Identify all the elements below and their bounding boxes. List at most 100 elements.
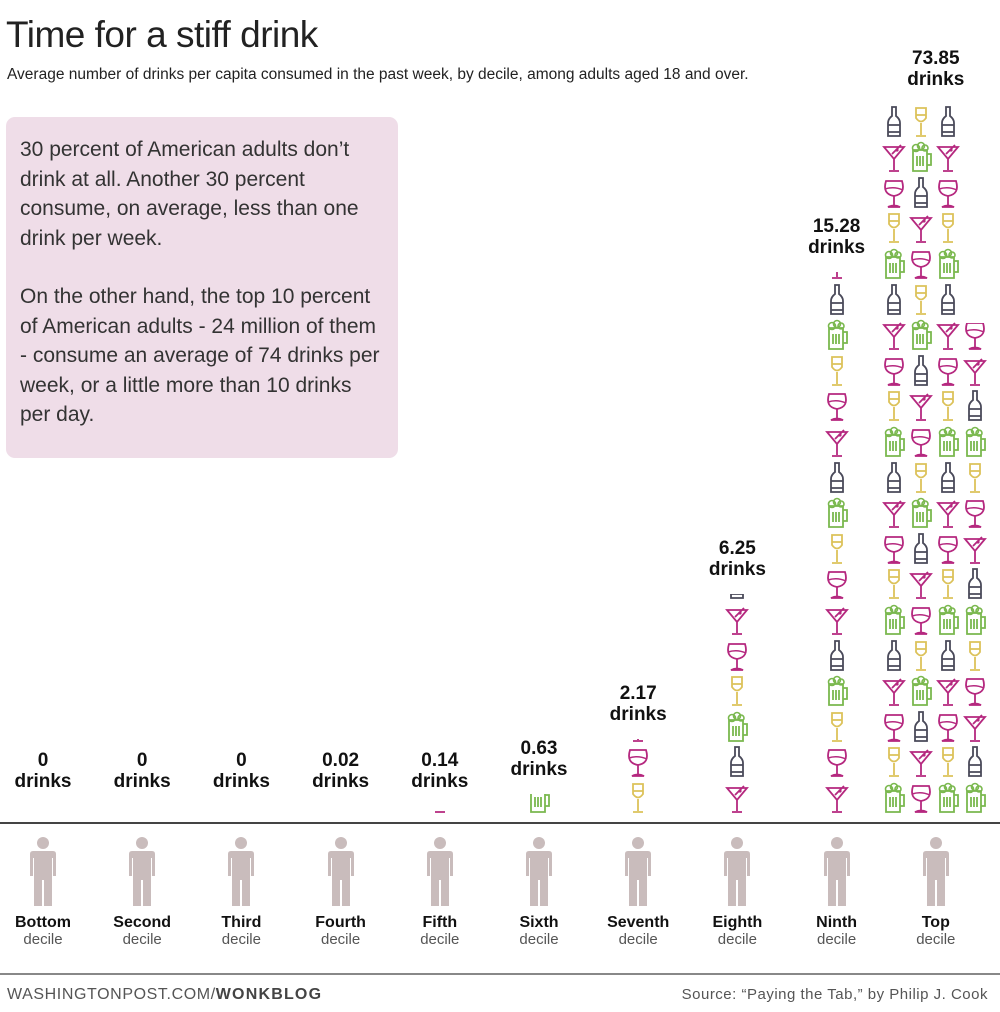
value-label: 0.02 drinks: [286, 750, 396, 792]
person-icon: [326, 836, 356, 906]
wine-glass-icon: [625, 745, 651, 781]
beer-bottle-icon: [908, 175, 934, 211]
beer-bottle-icon: [881, 104, 907, 140]
martini-glass-icon: [908, 745, 934, 781]
white-wine-glass-icon: [935, 745, 961, 781]
value-number: 0: [236, 750, 247, 771]
value-number: 2.17: [619, 682, 657, 704]
beer-bottle-icon: [881, 460, 907, 496]
category-label: Fifth decile: [385, 914, 495, 948]
footer-source: Source: “Paying the Tab,” by Philip J. C…: [681, 986, 988, 1003]
category-name: Ninth: [816, 914, 858, 931]
martini-glass-icon: [881, 140, 907, 176]
value-unit: drinks: [312, 771, 370, 792]
drink-column: [328, 815, 354, 818]
martini-glass-icon: [824, 602, 850, 638]
value-label: 15.28 drinks: [782, 216, 892, 258]
drink-column: [962, 322, 988, 816]
beer-mug-icon: [908, 496, 934, 532]
value-label: 0 drinks: [186, 750, 296, 792]
person-icon: [623, 836, 653, 906]
category-name: Bottom: [15, 914, 71, 931]
category-label: Fourth decile: [286, 914, 396, 948]
beer-mug-icon: [824, 674, 850, 710]
value-unit: drinks: [708, 558, 766, 580]
category-label: Bottom decile: [0, 914, 98, 948]
beer-bottle-icon: [935, 460, 961, 496]
category-sub: decile: [916, 931, 956, 948]
white-wine-glass-icon: [881, 211, 907, 247]
beer-mug-icon: [881, 246, 907, 282]
beer-mug-icon: [935, 780, 961, 816]
white-wine-glass-icon: [881, 745, 907, 781]
martini-glass-icon: [881, 674, 907, 710]
beer-bottle-icon: [824, 638, 850, 674]
drink-column: [724, 593, 750, 816]
martini-glass-icon: [824, 780, 850, 816]
beer-bottle-icon: [935, 104, 961, 140]
martini-glass-icon: [625, 738, 651, 745]
wine-glass-icon: [908, 246, 934, 282]
martini-glass-icon: [724, 602, 750, 638]
white-wine-glass-icon: [935, 389, 961, 425]
beer-mug-icon: [962, 424, 988, 460]
martini-glass-icon: [908, 389, 934, 425]
category-name: Sixth: [519, 914, 559, 931]
wine-glass-icon: [881, 531, 907, 567]
site-name: WASHINGTONPOST.COM/: [7, 986, 216, 1003]
person-icon: [921, 836, 951, 906]
wine-glass-icon: [908, 602, 934, 638]
beer-mug-icon: [881, 602, 907, 638]
value-unit: drinks: [510, 758, 568, 780]
white-wine-glass-icon: [935, 211, 961, 247]
beer-mug-icon: [824, 318, 850, 354]
value-unit: drinks: [609, 703, 667, 725]
martini-glass-icon: [935, 140, 961, 176]
martini-glass-icon: [881, 496, 907, 532]
wine-glass-icon: [935, 353, 961, 389]
category-sub: decile: [320, 931, 361, 948]
value-number: 0: [37, 750, 49, 771]
drink-column: [935, 104, 961, 816]
category-sub: decile: [519, 931, 559, 948]
wine-glass-icon: [908, 424, 934, 460]
white-wine-glass-icon: [908, 638, 934, 674]
person-icon: [822, 836, 852, 906]
martini-glass-icon: [824, 272, 850, 282]
beer-bottle-icon: [881, 638, 907, 674]
person-icon: [425, 836, 455, 906]
wine-glass-icon: [824, 389, 850, 425]
value-label: 0.14 drinks: [385, 750, 495, 792]
martini-glass-icon: [935, 318, 961, 354]
martini-glass-icon: [962, 353, 988, 389]
drink-column: [881, 104, 907, 816]
white-wine-glass-icon: [908, 104, 934, 140]
white-wine-glass-icon: [824, 353, 850, 389]
martini-glass-icon: [935, 496, 961, 532]
beer-mug-icon: [935, 424, 961, 460]
category-name: Third: [221, 914, 262, 931]
category-label: Second decile: [87, 914, 197, 948]
category-label: Third decile: [186, 914, 296, 948]
category-label: Top decile: [881, 914, 991, 948]
beer-mug-icon: [935, 602, 961, 638]
category-sub: decile: [717, 931, 757, 948]
person-icon: [524, 836, 554, 906]
white-wine-glass-icon: [962, 460, 988, 496]
value-label: 73.85 drinks: [881, 48, 991, 90]
wine-glass-icon: [962, 322, 988, 353]
wine-glass-icon: [908, 780, 934, 816]
martini-glass-icon: [328, 815, 354, 818]
beer-mug-icon: [962, 780, 988, 816]
beer-bottle-icon: [824, 460, 850, 496]
wine-glass-icon: [962, 674, 988, 710]
wine-glass-icon: [935, 175, 961, 211]
martini-glass-icon: [724, 780, 750, 816]
category-sub: decile: [122, 931, 162, 948]
value-number: 15.28: [812, 216, 861, 238]
value-unit: drinks: [113, 771, 171, 792]
chart-subtitle: Average number of drinks per capita cons…: [7, 66, 749, 83]
category-sub: decile: [221, 931, 261, 948]
drink-column: [625, 738, 651, 816]
